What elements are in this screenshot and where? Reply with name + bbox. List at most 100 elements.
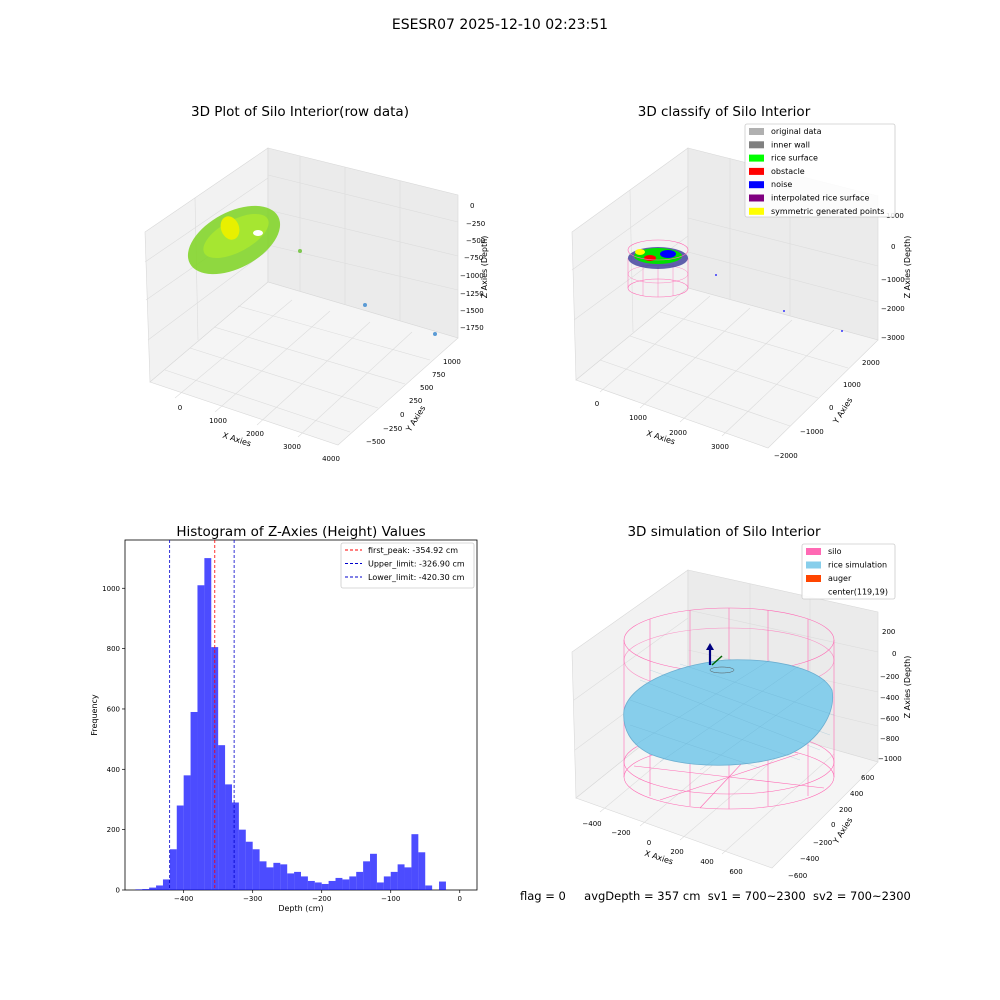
histogram-bar xyxy=(418,852,426,890)
histogram-bar xyxy=(190,711,198,890)
panel2-3d-scatter: 0 1000 2000 3000 X Axies −2000 −1000 0 1… xyxy=(571,123,912,460)
z-tick-label: −1250 xyxy=(460,290,484,298)
histogram-bar xyxy=(349,876,357,890)
z-tick-label: 200 xyxy=(882,628,895,636)
legend-entry: Lower_limit: -420.30 cm xyxy=(368,573,465,582)
panel1-title: 3D Plot of Silo Interior(row data) xyxy=(191,104,409,120)
legend-entry: symmetric generated points xyxy=(771,207,884,216)
auger-arm xyxy=(711,655,723,666)
z-tick-label: −800 xyxy=(880,735,899,743)
z-tick-label: −1500 xyxy=(460,307,484,315)
panel1-outlier-point xyxy=(363,303,367,307)
status-avg-depth: avgDepth = 357 cm xyxy=(584,889,701,903)
rice-simulation-surface xyxy=(623,659,834,766)
legend-entry: Upper_limit: -326.90 cm xyxy=(368,560,465,569)
histogram-bar xyxy=(342,879,350,890)
panel4-3d-surface: −400 −200 0 200 400 600 X Axies −600 −40… xyxy=(571,543,912,880)
histogram-bar xyxy=(404,867,412,890)
histogram-bar xyxy=(176,805,184,890)
histogram-bar xyxy=(335,877,343,890)
auger-base xyxy=(709,666,735,674)
panel4-title: 3D simulation of Silo Interior xyxy=(627,524,821,540)
y-tick-label: −1000 xyxy=(800,428,824,436)
x-tick-label: 400 xyxy=(700,858,713,866)
y-tick-label: 1000 xyxy=(843,381,861,389)
panel1-y-ticks: −500 −250 0 250 500 750 1000 xyxy=(366,358,461,446)
histogram-bar xyxy=(211,647,219,890)
legend-swatch xyxy=(749,141,764,149)
y-tick-label: 200 xyxy=(107,826,120,834)
z-tick-label: 0 xyxy=(891,243,895,251)
z-tick-label: 0 xyxy=(470,202,474,210)
z-tick-label: −2000 xyxy=(881,305,905,313)
legend-entry: noise xyxy=(771,180,792,189)
y-tick-label: 1000 xyxy=(443,358,461,366)
z-tick-label: −400 xyxy=(880,694,899,702)
panel4-y-ticks: −600 −400 −200 0 200 400 600 xyxy=(788,774,874,880)
legend-entry: center(119,19) xyxy=(828,588,888,597)
x-tick-label: −300 xyxy=(243,895,262,903)
legend-frame xyxy=(801,543,896,600)
y-tick-label: 0 xyxy=(831,821,835,829)
panel2-silo-classification xyxy=(627,239,843,332)
histogram-bar xyxy=(397,864,405,890)
histogram-bar xyxy=(273,862,281,890)
panel2-z-ticks: 1000 0 −1000 −2000 −3000 xyxy=(881,212,905,342)
legend-entry: rice surface xyxy=(771,154,818,163)
histogram-bar xyxy=(370,853,377,890)
z-tick-label: −250 xyxy=(466,220,485,228)
histogram-bar xyxy=(162,879,170,890)
status-sv2: sv2 = 700~2300 xyxy=(812,889,911,903)
panel1-ylabel: Y Axies xyxy=(404,404,428,434)
histogram-bar xyxy=(259,861,267,890)
histogram-bar xyxy=(301,876,308,890)
x-tick-label: 600 xyxy=(729,868,742,876)
y-tick-label: 0 xyxy=(829,404,833,412)
legend-swatch xyxy=(806,575,821,582)
x-tick-label: −200 xyxy=(611,829,630,837)
panel2-noise xyxy=(660,250,676,258)
y-tick-label: 2000 xyxy=(862,359,880,367)
z-tick-label: −600 xyxy=(880,715,899,723)
histogram-bar xyxy=(376,882,384,890)
panel1-point-cloud xyxy=(187,205,437,336)
z-tick-label: −1000 xyxy=(881,276,905,284)
panel1-z-ticks: 0 −250 −500 −750 −1000 −1250 −1500 −1750 xyxy=(460,202,485,332)
y-tick-label: −400 xyxy=(800,855,819,863)
y-tick-label: 600 xyxy=(861,774,874,782)
histogram-bar xyxy=(439,881,446,890)
y-tick-label: 0 xyxy=(116,887,120,895)
z-tick-label: 0 xyxy=(892,650,896,658)
y-tick-label: −250 xyxy=(383,425,402,433)
histogram-bar xyxy=(204,558,212,890)
panel1-panes xyxy=(144,147,459,446)
panel2-noise-point xyxy=(715,274,717,276)
legend-swatch xyxy=(749,207,764,215)
histogram-bar xyxy=(197,585,205,890)
histogram-bar xyxy=(238,829,246,890)
panel1-3d-scatter: 0 1000 2000 3000 4000 X Axies −500 −250 … xyxy=(144,147,489,463)
z-tick-label: −1000 xyxy=(460,272,484,280)
panel3-title: Histogram of Z-Axies (Height) Values xyxy=(176,524,426,540)
histogram-bar xyxy=(328,880,336,890)
panel2-wall-top xyxy=(627,239,689,261)
x-tick-label: 2000 xyxy=(246,430,264,438)
status-sv1: sv1 = 700~2300 xyxy=(707,889,806,903)
y-tick-label: 800 xyxy=(107,645,120,653)
legend-entry: auger xyxy=(828,574,852,583)
y-tick-label: 600 xyxy=(107,705,120,713)
x-tick-label: 0 xyxy=(458,895,462,903)
panel2-y-ticks: −2000 −1000 0 1000 2000 xyxy=(774,359,880,460)
histogram-bar xyxy=(135,889,143,890)
y-tick-label: 200 xyxy=(839,806,852,814)
legend-entry: silo xyxy=(828,547,842,556)
histogram-bar xyxy=(142,889,150,890)
x-tick-label: 2000 xyxy=(669,429,687,437)
histogram-bar xyxy=(156,885,163,890)
y-tick-label: 500 xyxy=(420,384,433,392)
panel1-outlier-point xyxy=(433,332,437,336)
histogram-bar xyxy=(231,802,239,890)
legend-swatch xyxy=(749,128,764,135)
histogram-bar xyxy=(169,849,177,890)
x-tick-label: 200 xyxy=(670,848,683,856)
